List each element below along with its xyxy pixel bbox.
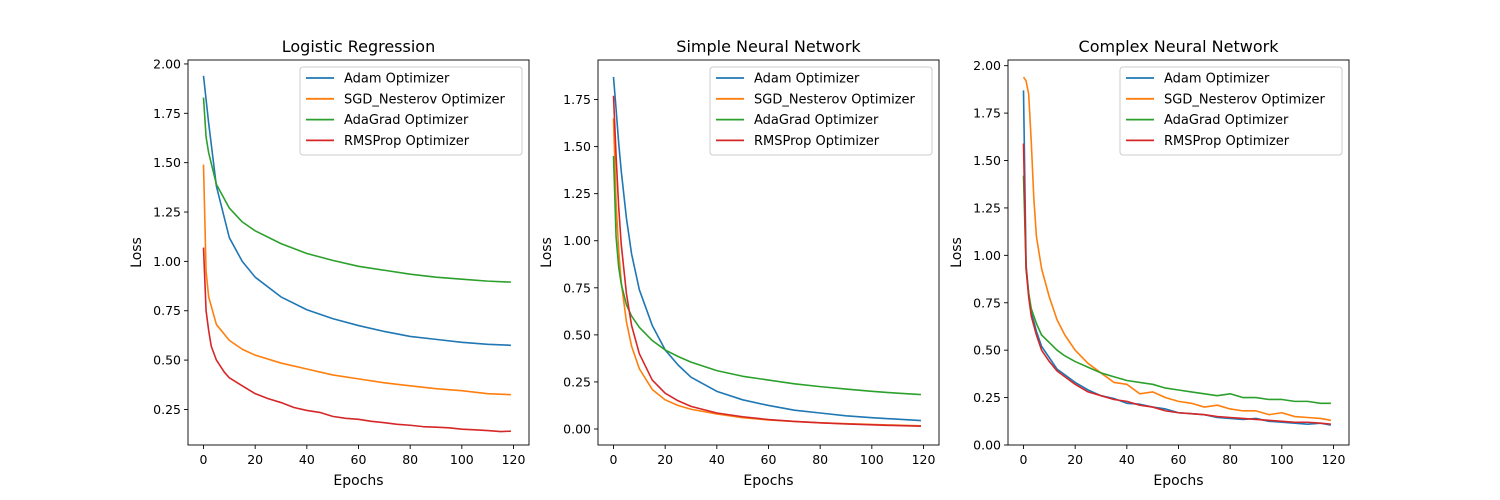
legend: Adam Optimizer SGD_Nesterov Optimizer AdaG… (1119, 66, 1343, 156)
y-tick-label: 1.00 (563, 233, 591, 248)
y-tick-label: 1.75 (973, 106, 1001, 121)
y-axis-label: Loss (539, 237, 555, 268)
y-tick-label: 0.25 (153, 402, 181, 417)
legend-entry: SGD_Nesterov Optimizer (754, 92, 916, 107)
y-tick-label: 0.00 (973, 438, 1001, 453)
x-tick-label: 40 (299, 452, 315, 467)
x-axis-label: Epochs (1153, 473, 1203, 489)
legend-entry: RMSProp Optimizer (344, 134, 470, 149)
x-tick-label: 40 (1119, 452, 1135, 467)
y-axis-label: Loss (129, 237, 145, 268)
x-tick-label: 40 (709, 452, 725, 467)
y-tick-label: 1.75 (153, 106, 181, 121)
x-tick-label: 120 (912, 452, 936, 467)
legend-entry: AdaGrad Optimizer (1164, 113, 1289, 128)
series-line-rmsprop-optimizer (612, 95, 921, 427)
y-tick-label: 2.00 (153, 56, 181, 71)
x-tick-label: 0 (200, 452, 208, 467)
x-tick-label: 60 (351, 452, 367, 467)
x-tick-label: 0 (610, 452, 618, 467)
legend-entry: SGD_Nesterov Optimizer (344, 92, 506, 107)
x-tick-label: 100 (1270, 452, 1294, 467)
y-tick-label: 0.00 (563, 421, 591, 436)
chart-panel-2: 0 20 40 60 80 100 120 0.00 0.25 0.50 0.75 1.00 1.25 1… (539, 37, 940, 489)
y-tick-label: 1.25 (153, 205, 181, 220)
y-tick-label: 0.75 (153, 303, 181, 318)
legend: Adam Optimizer SGD_Nesterov Optimizer AdaG… (709, 66, 933, 156)
chart-title: Logistic Regression (282, 37, 435, 56)
y-tick-label: 1.50 (563, 139, 591, 154)
legend-entry: RMSProp Optimizer (1164, 134, 1290, 149)
legend-box (1119, 66, 1343, 156)
y-tick-label: 1.75 (563, 92, 591, 107)
chart-panel-1: 0 20 40 60 80 100 120 0.25 0.50 0.75 1.00 1.25 1.50 1… (129, 37, 530, 489)
y-tick-label: 1.00 (973, 248, 1001, 263)
legend-box (299, 66, 523, 156)
y-tick-label: 0.75 (973, 295, 1001, 310)
x-axis-label: Epochs (743, 473, 793, 489)
x-tick-label: 80 (1222, 452, 1238, 467)
y-tick-label: 1.00 (153, 254, 181, 269)
series-line-rmsprop-optimizer (202, 247, 511, 433)
x-tick-label: 100 (860, 452, 884, 467)
series-line-adam-optimizer (612, 76, 921, 422)
x-axis-label: Epochs (333, 473, 383, 489)
legend-entry: AdaGrad Optimizer (344, 113, 469, 128)
y-tick-label: 0.50 (153, 353, 181, 368)
legend: Adam Optimizer SGD_Nesterov Optimizer AdaG… (299, 66, 523, 156)
series-line-adagrad-optimizer (202, 97, 511, 283)
panels: 0 20 40 60 80 100 120 0.25 0.50 0.75 1.00 1.25 1.50 1… (129, 37, 1350, 489)
legend-entry: Adam Optimizer (344, 72, 450, 87)
y-tick-label: 0.50 (563, 327, 591, 342)
chart-title: Simple Neural Network (676, 37, 861, 56)
x-tick-label: 120 (502, 452, 526, 467)
x-tick-label: 20 (247, 452, 263, 467)
chart-panel-3: 0 20 40 60 80 100 120 0.00 0.25 0.50 0.75 1.00 1.25 1… (949, 37, 1350, 489)
legend-entry: RMSProp Optimizer (754, 134, 880, 149)
chart-title: Complex Neural Network (1079, 37, 1280, 56)
x-tick-label: 60 (761, 452, 777, 467)
y-tick-label: 2.00 (973, 58, 1001, 73)
y-tick-label: 0.75 (563, 280, 591, 295)
legend-entry: AdaGrad Optimizer (754, 113, 879, 128)
series-line-adam-optimizer (202, 75, 511, 347)
legend-entry: Adam Optimizer (754, 72, 860, 87)
y-tick-label: 0.25 (973, 390, 1001, 405)
x-tick-label: 80 (402, 452, 418, 467)
x-tick-label: 20 (1067, 452, 1083, 467)
y-tick-label: 1.25 (563, 186, 591, 201)
legend-box (709, 66, 933, 156)
y-axis-label: Loss (949, 237, 965, 268)
series-line-sgd-nesterov-optimizer (1022, 76, 1332, 422)
x-tick-label: 80 (812, 452, 828, 467)
y-tick-label: 1.25 (973, 200, 1001, 215)
series-line-adagrad-optimizer (1022, 175, 1331, 405)
series-line-adagrad-optimizer (612, 155, 921, 396)
legend-entry: Adam Optimizer (1164, 72, 1270, 87)
x-tick-label: 60 (1171, 452, 1187, 467)
series-line-sgd-nesterov-optimizer (202, 164, 511, 396)
x-tick-label: 120 (1322, 452, 1346, 467)
y-tick-label: 0.50 (973, 343, 1001, 358)
y-tick-label: 1.50 (973, 153, 1001, 168)
y-tick-label: 0.25 (563, 374, 591, 389)
x-tick-label: 20 (657, 452, 673, 467)
series-line-rmsprop-optimizer (1022, 143, 1331, 425)
x-tick-label: 0 (1020, 452, 1028, 467)
x-tick-label: 100 (450, 452, 474, 467)
legend-entry: SGD_Nesterov Optimizer (1164, 92, 1326, 107)
y-tick-label: 1.50 (153, 155, 181, 170)
